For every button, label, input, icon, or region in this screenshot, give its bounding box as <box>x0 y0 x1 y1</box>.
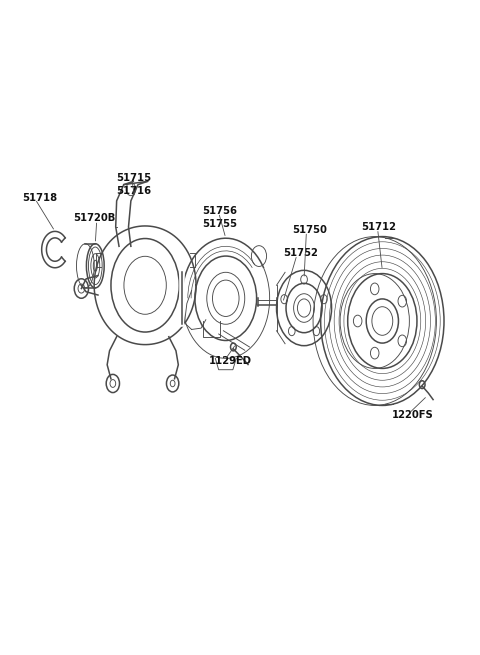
Text: 51715: 51715 <box>116 173 151 183</box>
Text: 1129ED: 1129ED <box>209 356 252 366</box>
Text: 51755: 51755 <box>202 219 237 229</box>
Text: 51718: 51718 <box>22 193 57 202</box>
Text: 51712: 51712 <box>361 222 396 232</box>
Text: 51752: 51752 <box>283 248 318 258</box>
Text: 51750: 51750 <box>292 225 327 235</box>
Text: 1220FS: 1220FS <box>392 410 433 420</box>
Text: 51756: 51756 <box>202 206 237 215</box>
Text: 51716: 51716 <box>116 186 151 196</box>
Text: 51720B: 51720B <box>73 214 115 223</box>
